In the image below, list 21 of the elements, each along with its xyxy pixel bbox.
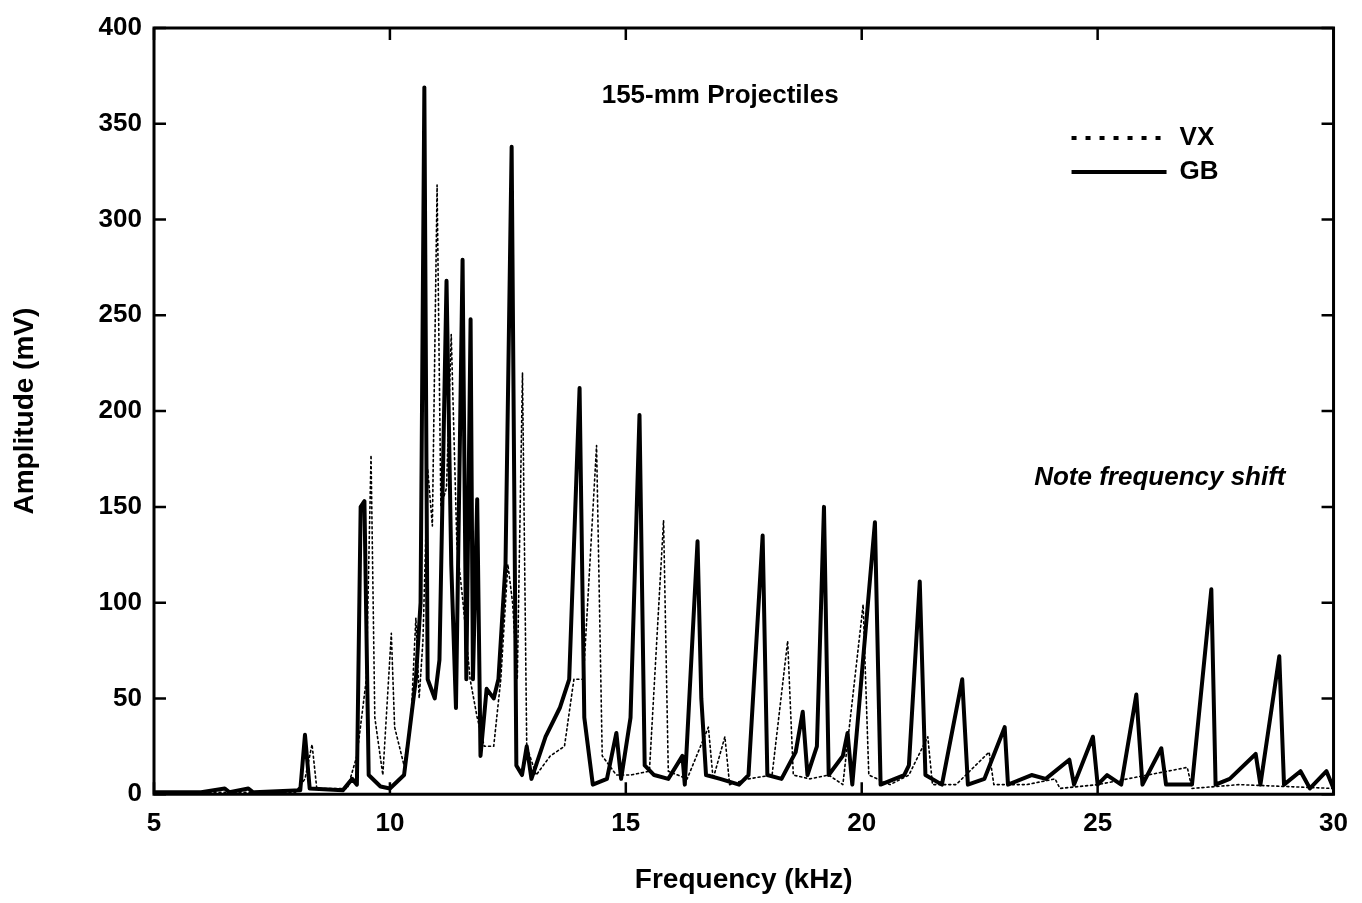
x-tick-label: 20 [847,806,877,837]
y-tick-label: 100 [98,585,142,616]
x-tick-label: 30 [1319,806,1348,837]
legend-label: GB [1179,155,1219,186]
y-tick-label: 50 [113,681,142,712]
y-axis-title: Amplitude (mV) [7,307,39,515]
y-tick-label: 200 [98,394,142,425]
x-axis-title: Frequency (kHz) [634,862,853,894]
y-tick-label: 300 [98,202,142,233]
legend-label: VX [1179,121,1215,152]
x-tick-label: 10 [375,806,405,837]
x-tick-label: 25 [1083,806,1113,837]
y-tick-label: 0 [127,777,142,808]
text: 155-mm Projectiles [601,79,839,110]
annotation: Note frequency shift [1034,461,1287,492]
x-tick-label: 5 [146,806,162,837]
y-tick-label: 350 [98,106,142,137]
y-tick-label: 250 [98,298,142,329]
x-tick-label: 15 [611,806,641,837]
y-tick-label: 400 [98,11,142,42]
y-tick-label: 150 [98,490,142,521]
